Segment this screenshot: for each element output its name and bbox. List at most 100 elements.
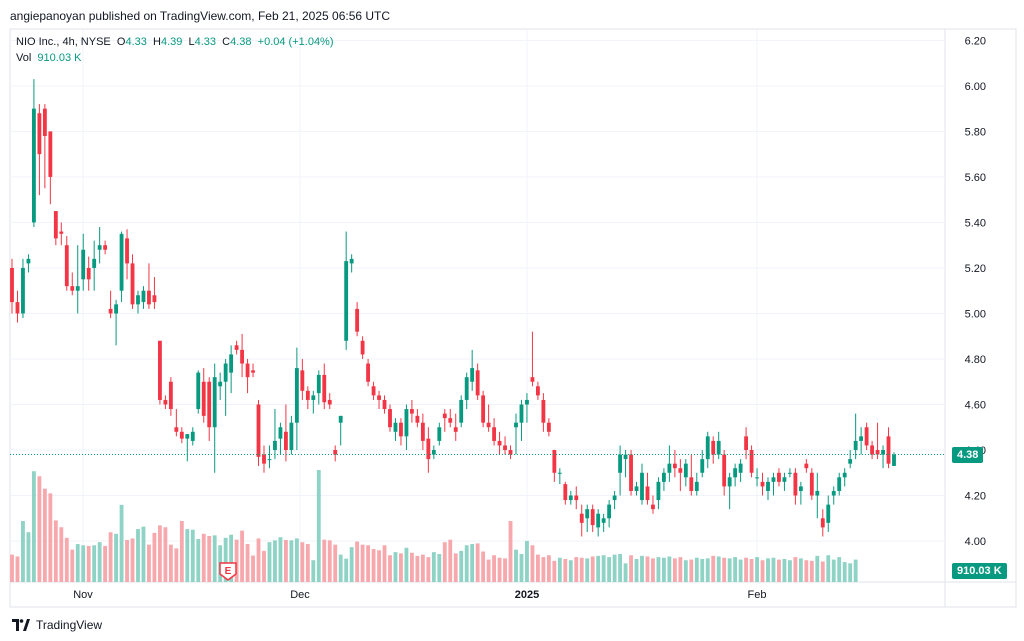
candle [585, 504, 590, 532]
candle [848, 450, 853, 469]
volume-bar [492, 555, 497, 582]
volume-bar [705, 558, 710, 582]
candle [546, 418, 551, 437]
volume-bar [136, 529, 140, 582]
candle [612, 490, 617, 510]
candle [190, 427, 195, 446]
candle [787, 468, 792, 478]
volume-bar [212, 535, 217, 582]
volume-bar [404, 547, 409, 582]
candle [837, 472, 842, 496]
candle [218, 372, 223, 400]
tradingview-brand[interactable]: TradingView [36, 618, 103, 632]
volume-bar [196, 539, 201, 582]
candle [815, 472, 820, 519]
candle [492, 418, 497, 446]
volume-bar [771, 557, 776, 582]
legend-ohlc-row: NIO Inc., 4h, NYSE O4.33 H4.39 L4.33 C4.… [16, 34, 334, 50]
volume-bar [809, 560, 814, 582]
volume-bar [459, 550, 464, 582]
candle [694, 472, 699, 496]
candle [136, 290, 140, 314]
volume-bar [503, 558, 507, 582]
candle [10, 258, 14, 314]
candle [415, 409, 420, 428]
candle [503, 436, 507, 455]
candle [256, 399, 261, 466]
candle [804, 459, 809, 473]
volume-bar [240, 530, 245, 582]
volume-bar [382, 545, 387, 582]
volume-bar [179, 521, 184, 582]
volume-bar [262, 550, 266, 582]
last-price-tag: 4.38 [952, 446, 984, 463]
legend-vol-value: 910.03 K [37, 52, 82, 64]
volume-bar [820, 561, 825, 582]
y-tick-label: 4.60 [965, 399, 986, 411]
earnings-marker-label: E [225, 566, 232, 577]
legend-low-label: L [188, 36, 195, 48]
candle [114, 299, 119, 346]
candle [21, 258, 25, 319]
legend-symbol[interactable]: NIO Inc., 4h, NYSE [16, 36, 111, 48]
volume-bar [755, 557, 759, 582]
candle [201, 368, 206, 423]
y-tick-label: 5.80 [965, 126, 986, 138]
volume-bar [245, 544, 250, 582]
volume-bar [645, 556, 650, 582]
candle [809, 468, 814, 501]
volume-bar [234, 539, 239, 582]
y-tick-label: 4.00 [965, 536, 986, 548]
candle [601, 513, 606, 532]
volume-bar [157, 525, 162, 582]
volume-bar [426, 557, 431, 582]
volume-bar [130, 538, 135, 582]
volume-bar [798, 558, 803, 582]
y-tick-label: 4.20 [965, 491, 986, 503]
volume-bar [519, 554, 524, 582]
volume-bar [316, 470, 321, 582]
candle [431, 445, 436, 460]
volume-bar [853, 559, 858, 582]
candle [711, 436, 716, 464]
candle [278, 422, 283, 455]
candle [442, 409, 447, 432]
candle [371, 381, 376, 400]
volume-bar [201, 533, 206, 582]
earnings-marker[interactable]: E [219, 562, 237, 581]
volume-bar [119, 504, 124, 582]
volume-bar [481, 551, 486, 582]
volume-bar [607, 557, 612, 582]
candle [305, 386, 310, 410]
candle [360, 336, 365, 359]
volume-bar [448, 539, 453, 582]
candle [70, 272, 75, 296]
candle [552, 450, 557, 482]
candle [755, 468, 759, 487]
volume-bar [190, 529, 195, 582]
volume-bar [300, 542, 305, 582]
candle [475, 363, 480, 400]
volume-bar [399, 553, 403, 582]
volume-bar [563, 558, 568, 582]
candle [157, 340, 162, 405]
candle [672, 450, 677, 478]
candle [722, 450, 727, 496]
candle [251, 363, 255, 378]
volume-bar [420, 554, 425, 582]
candle [842, 468, 847, 487]
volume-bar [601, 555, 606, 582]
volume-bar [777, 559, 781, 582]
x-tick-label: Nov [73, 589, 93, 601]
candle [557, 468, 562, 485]
volume-bar [344, 558, 349, 582]
candle [300, 358, 305, 400]
legend-open-label: O [116, 36, 126, 48]
volume-bar [388, 555, 392, 582]
y-tick-label: 6.00 [965, 81, 986, 93]
candle [15, 290, 20, 323]
volume-bar [590, 556, 595, 582]
volume-bar [694, 557, 699, 582]
volume-bar [59, 527, 64, 582]
